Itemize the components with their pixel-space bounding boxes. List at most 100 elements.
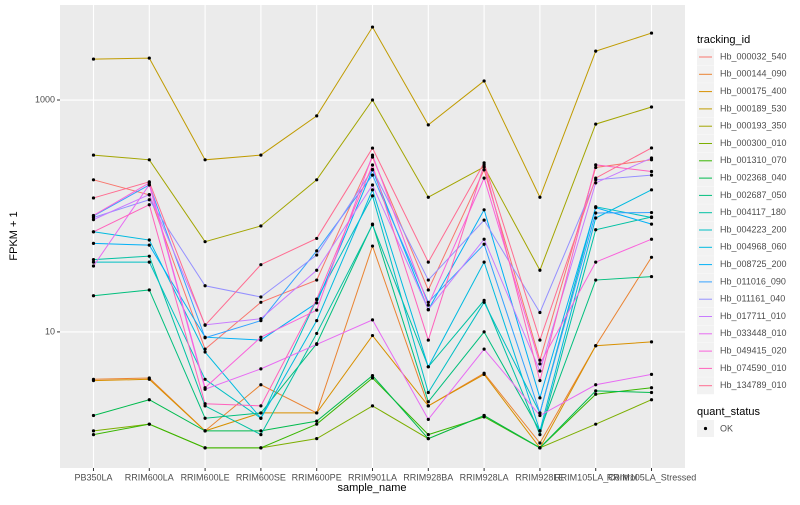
- data-point: [91, 294, 96, 298]
- y-tick-label: 1000: [35, 94, 55, 104]
- data-point: [315, 419, 319, 423]
- legend-label: Hb_004223_200: [720, 224, 787, 234]
- data-point: [482, 347, 486, 351]
- data-point: [594, 206, 598, 210]
- data-point: [426, 195, 430, 199]
- data-point: [538, 195, 542, 199]
- data-point: [259, 263, 263, 267]
- data-point: [538, 429, 542, 433]
- data-point: [315, 114, 319, 118]
- x-tick-label: RRIM928BA: [403, 472, 453, 482]
- x-tick-label: RRIM600SE: [236, 472, 286, 482]
- data-point: [315, 249, 319, 253]
- data-point: [594, 383, 598, 387]
- shape-legend-title: quant_status: [697, 406, 760, 418]
- data-point: [315, 411, 319, 415]
- data-point: [426, 303, 430, 307]
- data-point: [649, 146, 654, 150]
- data-point: [91, 264, 96, 268]
- data-point: [147, 254, 151, 258]
- data-point: [203, 323, 207, 327]
- data-point: [482, 242, 486, 246]
- data-point: [594, 216, 598, 220]
- data-point: [203, 429, 207, 433]
- data-point: [649, 105, 654, 109]
- x-tick-label: RRIM600PE: [292, 472, 342, 482]
- data-point: [594, 176, 598, 180]
- data-point: [370, 163, 375, 167]
- data-point: [538, 369, 542, 373]
- x-tick-label: RRIM928LA: [460, 472, 509, 482]
- data-point: [203, 158, 207, 162]
- data-point: [538, 433, 542, 437]
- data-point: [203, 416, 207, 420]
- data-point: [594, 163, 598, 167]
- data-point: [649, 169, 654, 174]
- data-point: [482, 218, 486, 222]
- data-point: [203, 377, 207, 381]
- data-point: [649, 398, 654, 402]
- legend-label: Hb_033448_010: [720, 328, 787, 338]
- data-point: [370, 173, 375, 177]
- data-point: [594, 165, 598, 170]
- data-point: [259, 429, 263, 433]
- data-point: [426, 288, 430, 292]
- data-point: [649, 222, 654, 226]
- data-point: [426, 390, 430, 395]
- data-point: [594, 181, 598, 185]
- legend-label: Hb_000175_400: [720, 86, 787, 96]
- data-point: [538, 362, 542, 366]
- data-point: [426, 123, 430, 127]
- legend-label: Hb_000193_350: [720, 121, 787, 131]
- data-point: [147, 198, 151, 202]
- data-point: [259, 404, 263, 408]
- legend-label: Hb_002368_040: [720, 172, 787, 182]
- data-point: [649, 340, 654, 344]
- data-point: [594, 392, 598, 396]
- legend-label: Hb_011161_040: [720, 294, 785, 304]
- data-point: [259, 416, 263, 420]
- data-point: [649, 386, 654, 390]
- data-point: [370, 98, 375, 102]
- data-point: [426, 404, 430, 408]
- data-point: [649, 210, 654, 215]
- data-point: [426, 278, 430, 282]
- data-point: [259, 383, 263, 387]
- y-axis-title: FPKM + 1: [8, 211, 20, 260]
- data-point: [203, 402, 207, 406]
- data-point: [259, 224, 263, 228]
- data-point: [482, 176, 486, 180]
- data-point: [91, 196, 96, 200]
- data-point: [370, 223, 375, 227]
- data-point: [147, 158, 151, 162]
- data-point: [259, 338, 263, 342]
- data-point: [315, 301, 319, 305]
- data-point: [426, 307, 430, 312]
- x-tick-label: RRIM928LE: [515, 472, 564, 482]
- data-point: [91, 429, 96, 433]
- data-point: [426, 417, 430, 421]
- data-point: [649, 274, 654, 279]
- data-point: [147, 422, 151, 426]
- data-point: [538, 396, 542, 400]
- data-point: [203, 347, 207, 351]
- data-point: [203, 336, 207, 340]
- data-point: [594, 211, 598, 215]
- data-point: [370, 183, 375, 187]
- data-point: [594, 49, 598, 53]
- data-point: [426, 260, 430, 264]
- data-point: [147, 203, 151, 207]
- x-tick-label: RRIM105LA_Control: [554, 472, 637, 482]
- data-point: [482, 330, 486, 334]
- data-point: [91, 413, 96, 418]
- x-axis-title: sample_name: [337, 482, 406, 494]
- data-point: [147, 377, 151, 381]
- data-point: [370, 373, 375, 378]
- data-point: [203, 386, 207, 390]
- data-point: [147, 243, 151, 247]
- data-point: [91, 230, 96, 234]
- data-point: [594, 344, 598, 348]
- data-point: [594, 122, 598, 126]
- data-point: [482, 260, 486, 264]
- data-point: [315, 236, 319, 241]
